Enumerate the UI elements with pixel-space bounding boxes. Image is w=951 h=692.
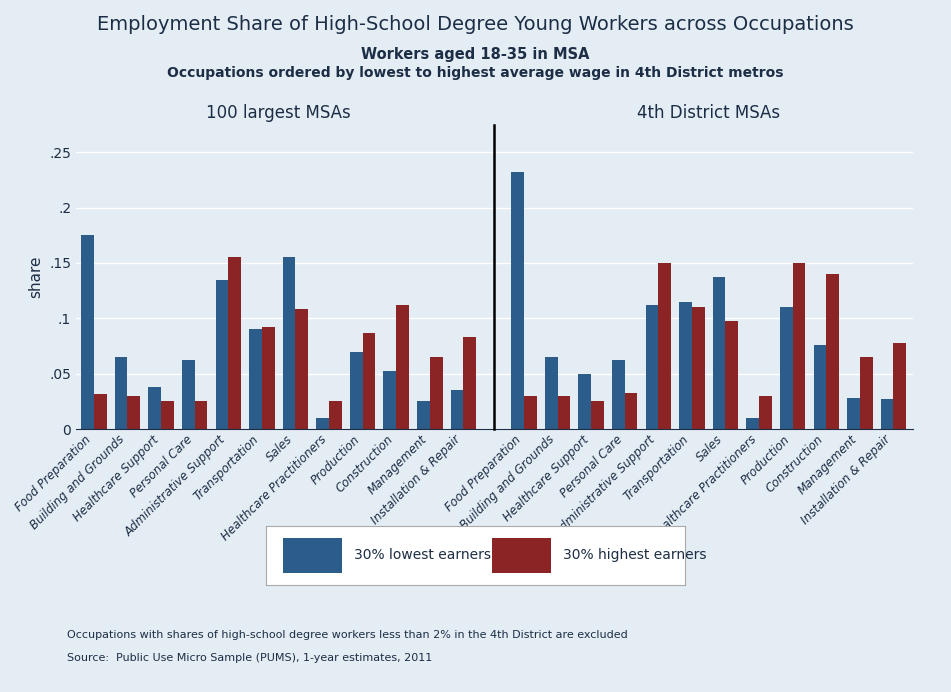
Bar (759, 396, 772, 429)
Bar (249, 329, 262, 429)
Bar (81, 235, 94, 429)
Text: Workers aged 18-35 in MSA: Workers aged 18-35 in MSA (361, 47, 590, 62)
Bar (283, 538, 341, 573)
Bar (793, 263, 805, 429)
Bar (148, 387, 161, 429)
Bar (94, 394, 107, 429)
Bar (451, 390, 463, 429)
Bar (881, 399, 894, 429)
Bar (692, 307, 705, 429)
Bar (578, 374, 592, 429)
Bar (329, 401, 341, 429)
Bar (127, 396, 140, 429)
Bar (195, 401, 207, 429)
Text: 100 largest MSAs: 100 largest MSAs (206, 104, 351, 122)
Bar (679, 302, 692, 429)
Bar (625, 392, 637, 429)
Bar (592, 401, 604, 429)
Bar (350, 352, 362, 429)
Bar (493, 538, 551, 573)
Bar (397, 305, 409, 429)
Bar (317, 418, 329, 429)
Bar (463, 337, 476, 429)
Text: Occupations with shares of high-school degree workers less than 2% in the 4th Di: Occupations with shares of high-school d… (67, 630, 628, 640)
Bar (726, 320, 738, 429)
Bar (894, 343, 906, 429)
Bar (282, 257, 296, 429)
Bar (813, 345, 826, 429)
Bar (430, 357, 442, 429)
Bar (182, 361, 195, 429)
Bar (362, 333, 376, 429)
Bar (296, 309, 308, 429)
Bar (216, 280, 228, 429)
Bar (228, 257, 241, 429)
Text: Employment Share of High-School Degree Young Workers across Occupations: Employment Share of High-School Degree Y… (97, 15, 854, 34)
Text: 4th District MSAs: 4th District MSAs (637, 104, 780, 122)
Bar (557, 396, 571, 429)
Bar (262, 327, 275, 429)
Bar (524, 396, 536, 429)
Bar (383, 372, 397, 429)
Bar (658, 263, 671, 429)
Bar (747, 418, 759, 429)
Bar (511, 172, 524, 429)
Bar (161, 401, 174, 429)
Text: Source:  Public Use Micro Sample (PUMS), 1-year estimates, 2011: Source: Public Use Micro Sample (PUMS), … (67, 653, 432, 663)
Text: 30% lowest earners: 30% lowest earners (354, 548, 491, 563)
Bar (860, 357, 873, 429)
Text: Occupations ordered by lowest to highest average wage in 4th District metros: Occupations ordered by lowest to highest… (167, 66, 784, 80)
Bar (115, 357, 127, 429)
Bar (712, 277, 726, 429)
Y-axis label: share: share (29, 255, 44, 298)
Bar (646, 305, 658, 429)
Bar (780, 307, 793, 429)
Bar (417, 401, 430, 429)
Bar (826, 274, 839, 429)
Bar (545, 357, 557, 429)
Text: 30% highest earners: 30% highest earners (563, 548, 707, 563)
Bar (847, 398, 860, 429)
Bar (611, 361, 625, 429)
